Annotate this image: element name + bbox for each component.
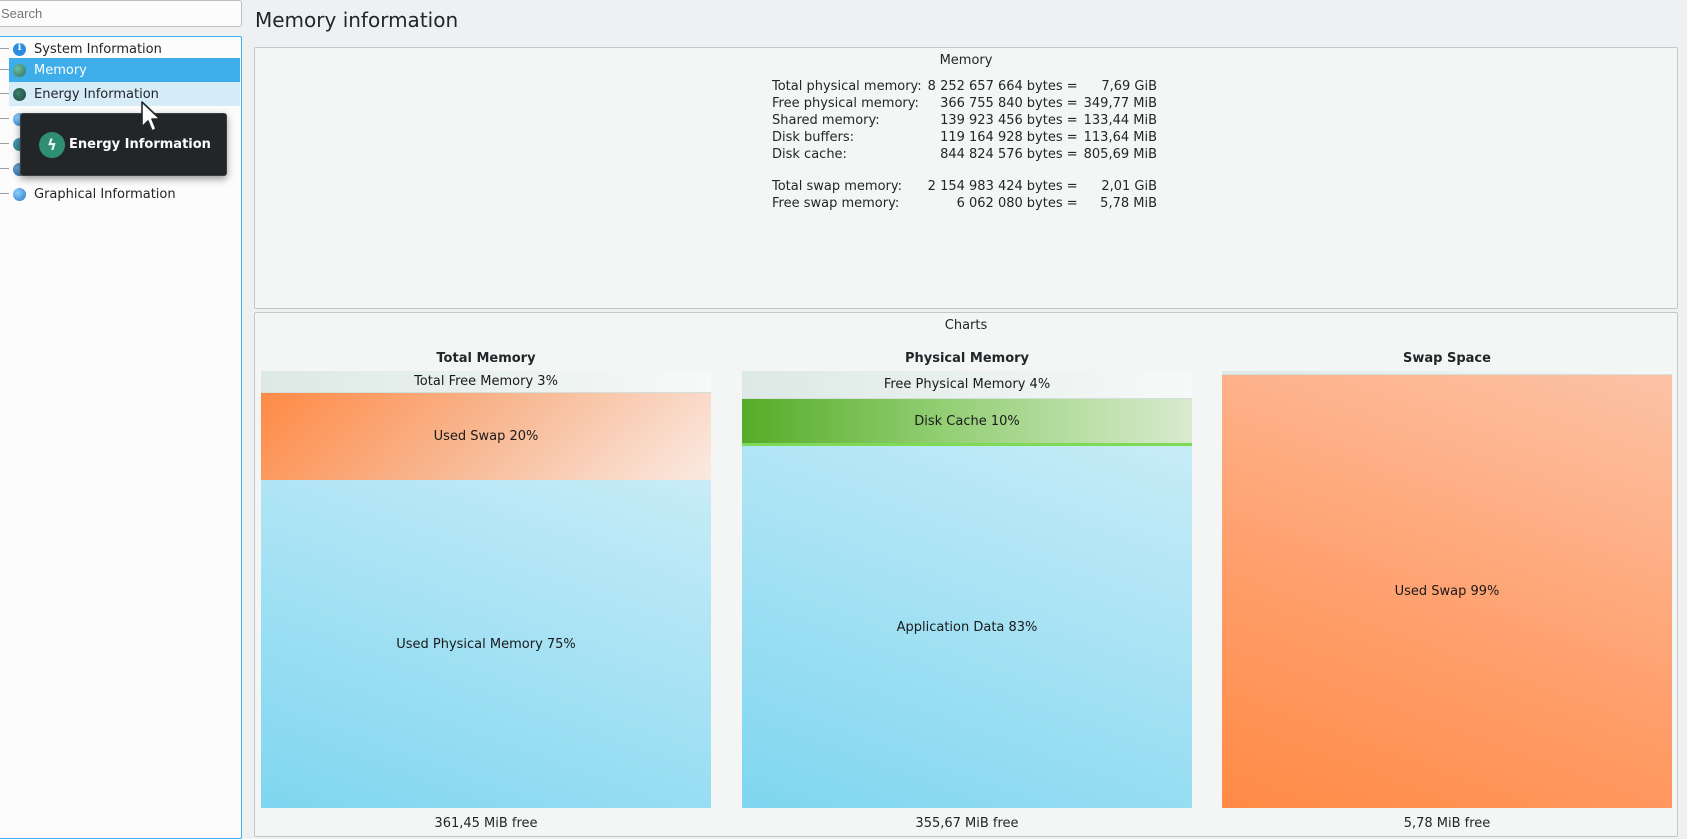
- memory-group: Memory Total physical memory: 8 252 657 …: [254, 47, 1678, 309]
- application-data-segment: Application Data 83%: [742, 446, 1192, 808]
- memory-group-title: Memory: [939, 53, 993, 68]
- globe-icon: [13, 187, 26, 201]
- free-swap-segment: [1222, 371, 1672, 375]
- tooltip-text: Energy Information: [69, 137, 211, 152]
- memory-row: Disk cache: 844 824 576 bytes = 805,69 M…: [772, 147, 1157, 162]
- sidebar-item-label: Graphical Information: [34, 186, 176, 202]
- chart-footer: 355,67 MiB free: [915, 816, 1019, 831]
- total-free-segment: Total Free Memory 3%: [261, 371, 711, 393]
- segment-label: Application Data 83%: [896, 619, 1038, 635]
- memory-row: Free swap memory: 6 062 080 bytes = 5,78…: [772, 196, 1157, 211]
- memory-row: Disk buffers: 119 164 928 bytes = 113,64…: [772, 130, 1157, 145]
- sidebar-item-label: Memory: [34, 62, 87, 78]
- chart-title: Physical Memory: [904, 351, 1030, 366]
- used-swap-segment: Used Swap 99%: [1222, 375, 1672, 808]
- segment-label: Free Physical Memory 4%: [883, 377, 1051, 392]
- energy-icon: ϟ: [39, 131, 65, 158]
- energy-icon: [13, 87, 26, 101]
- used-swap-segment: Used Swap 20%: [261, 393, 711, 480]
- memory-row: Total physical memory: 8 252 657 664 byt…: [772, 79, 1157, 94]
- segment-label: Used Swap 99%: [1394, 584, 1500, 599]
- used-physical-segment: Used Physical Memory 75%: [261, 480, 711, 808]
- chart-title: Total Memory: [436, 351, 536, 366]
- segment-label: Used Physical Memory 75%: [396, 636, 576, 652]
- sidebar-item-label: Energy Information: [34, 86, 159, 102]
- swap-space-chart: Swap Space Used Swap 99% 5,78 MiB free: [1222, 351, 1672, 839]
- charts-group-title: Charts: [944, 318, 988, 333]
- sidebar-item-label: System Information: [34, 41, 162, 57]
- memory-row: Free physical memory: 366 755 840 bytes …: [772, 96, 1157, 111]
- sidebar-item-memory[interactable]: Memory: [0, 58, 240, 82]
- mouse-cursor-icon: [141, 101, 161, 132]
- sidebar: System Information Memory Energy Informa…: [0, 0, 242, 839]
- charts-group: Charts Total Memory Total Free Memory 3%…: [254, 312, 1678, 837]
- tooltip: ϟ Energy Information: [20, 113, 227, 176]
- segment-label: Total Free Memory 3%: [414, 374, 558, 389]
- memory-icon: [13, 63, 26, 77]
- memory-row: Shared memory: 139 923 456 bytes = 133,4…: [772, 113, 1157, 128]
- segment-label: Disk Cache 10%: [914, 413, 1020, 429]
- search-input[interactable]: [0, 0, 242, 27]
- sidebar-item-system-information[interactable]: System Information: [0, 37, 240, 61]
- chart-area: Total Free Memory 3% Used Swap 20% Used …: [261, 371, 711, 808]
- info-icon: [13, 42, 26, 56]
- total-memory-chart: Total Memory Total Free Memory 3% Used S…: [261, 351, 711, 839]
- memory-table: Total physical memory: 8 252 657 664 byt…: [772, 78, 1157, 212]
- disk-cache-segment: Disk Cache 10%: [742, 399, 1192, 446]
- free-physical-segment: Free Physical Memory 4%: [742, 371, 1192, 399]
- page-title: Memory information: [255, 8, 459, 32]
- physical-memory-chart: Physical Memory Free Physical Memory 4% …: [742, 351, 1192, 839]
- chart-footer: 5,78 MiB free: [1403, 816, 1491, 831]
- sidebar-item-energy-information[interactable]: Energy Information: [0, 82, 240, 106]
- chart-area: Free Physical Memory 4% Disk Cache 10% A…: [742, 371, 1192, 808]
- chart-area: Used Swap 99%: [1222, 371, 1672, 808]
- chart-title: Swap Space: [1403, 351, 1491, 366]
- sidebar-item-graphical-information[interactable]: Graphical Information: [0, 182, 240, 206]
- memory-row: Total swap memory: 2 154 983 424 bytes =…: [772, 179, 1157, 194]
- chart-footer: 361,45 MiB free: [434, 816, 538, 831]
- segment-label: Used Swap 20%: [433, 429, 539, 444]
